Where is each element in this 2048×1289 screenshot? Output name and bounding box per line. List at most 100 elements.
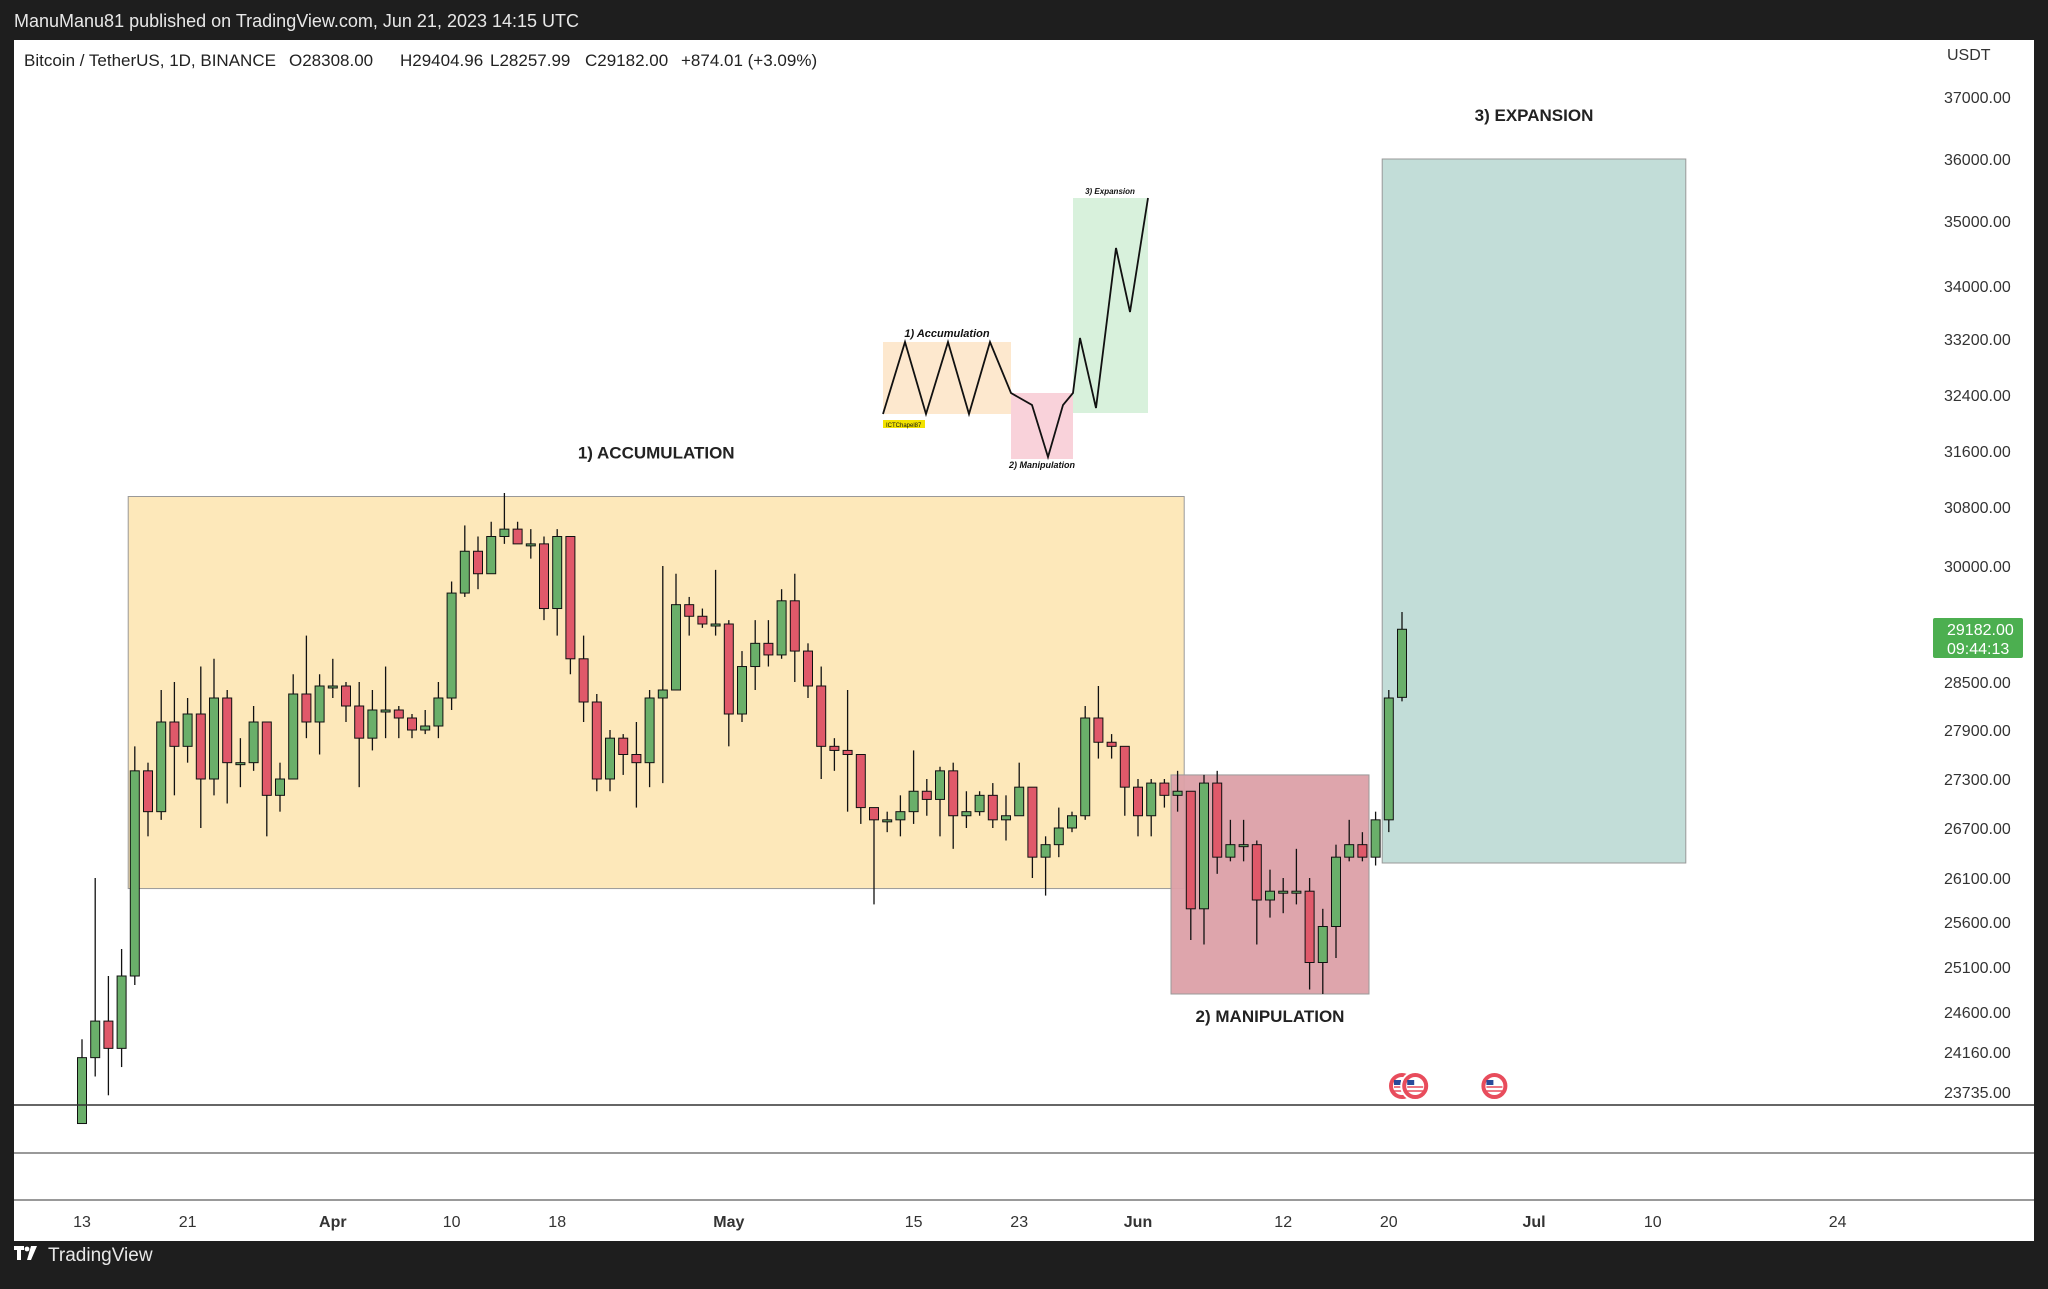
price-axis[interactable]: 37000.00 36000.00 35000.00 34000.00 33200.00… <box>1944 90 2011 1102</box>
candle <box>301 635 312 739</box>
candle <box>275 762 285 812</box>
candle-body <box>90 1020 101 1059</box>
candle-body <box>1027 786 1038 858</box>
price-tick-label: 26700.00 <box>1944 821 2011 838</box>
candle-body <box>671 604 681 691</box>
candle-body <box>697 615 708 625</box>
zone-label-accumulation: 1) ACCUMULATION <box>578 444 735 463</box>
candle-body <box>182 713 193 747</box>
candle <box>737 651 747 722</box>
candle <box>671 573 681 691</box>
candle-body <box>855 754 866 809</box>
symbol-name: Bitcoin / TetherUS, 1D, BINANCE <box>24 51 276 70</box>
candle <box>327 658 338 698</box>
candle <box>869 807 879 905</box>
price-tick-label: 27900.00 <box>1944 723 2011 740</box>
candle-body <box>935 770 945 800</box>
candle <box>420 710 431 735</box>
candle <box>314 674 325 755</box>
candle <box>552 529 563 636</box>
candle-body <box>407 717 417 731</box>
price-tick-label: 28500.00 <box>1944 675 2011 692</box>
candle-body <box>420 725 431 731</box>
candle <box>512 521 523 545</box>
price-tick-label: 30000.00 <box>1944 559 2011 576</box>
candle-body <box>1278 890 1289 894</box>
candle-body <box>459 550 470 594</box>
candle-body <box>948 770 959 817</box>
candle <box>789 573 800 682</box>
price-tick-label: 37000.00 <box>1944 90 2011 107</box>
candle-body <box>842 749 853 756</box>
candle <box>261 721 272 837</box>
candle-body <box>974 794 985 813</box>
candle-body <box>195 713 206 780</box>
time-tick-label: 24 <box>1829 1214 1847 1231</box>
time-tick-label: 10 <box>443 1214 461 1231</box>
candle-body <box>1185 790 1196 910</box>
candle-body <box>209 697 219 780</box>
chart-area[interactable]: 1) ACCUMULATION 2) MANIPULATION 3) EXPANSI… <box>0 0 2048 1241</box>
candle-body <box>143 770 153 813</box>
candle <box>1383 690 1394 833</box>
candle <box>1251 840 1262 945</box>
zone-label-manipulation: 2) MANIPULATION <box>1196 1007 1345 1026</box>
price-tick-label: 34000.00 <box>1944 279 2011 296</box>
candle <box>129 746 140 985</box>
candle <box>1093 686 1104 759</box>
candle-body <box>129 770 140 977</box>
time-tick-label: May <box>713 1214 744 1231</box>
candle <box>1278 878 1289 914</box>
candle <box>182 698 193 763</box>
tradingview-logo-icon <box>14 1245 40 1267</box>
schematic-accumulation-box <box>883 342 1011 414</box>
schematic-tag-bg <box>883 420 925 428</box>
candle <box>143 762 153 837</box>
candle <box>473 536 483 590</box>
candle-body <box>829 745 840 751</box>
candle <box>380 666 391 739</box>
price-tick-label: 35000.00 <box>1944 214 2011 231</box>
candle-body <box>657 689 668 699</box>
brand[interactable]: TradingView <box>14 1245 153 1267</box>
candle-body <box>565 536 576 660</box>
time-axis[interactable]: 13 21 Apr 10 18 May 15 23 Jun 12 20 Jul 10 24 <box>73 1214 1846 1231</box>
candle-body <box>314 685 325 723</box>
candle-body <box>1291 890 1302 894</box>
candle <box>1185 790 1196 940</box>
candle-body <box>156 721 167 813</box>
candle-body <box>1317 926 1328 963</box>
candle <box>763 620 774 667</box>
time-tick-label: Apr <box>319 1214 347 1231</box>
candle-body <box>737 666 747 715</box>
price-tick-label: 26100.00 <box>1944 871 2011 888</box>
time-tick-label: 23 <box>1010 1214 1028 1231</box>
us-flag-icon[interactable] <box>1479 1071 1510 1101</box>
flag-canton <box>1407 1080 1415 1085</box>
candle <box>987 783 998 828</box>
candle-body <box>816 685 827 747</box>
candle-body <box>393 709 404 719</box>
candle-body <box>1238 844 1249 848</box>
candle <box>1225 819 1236 862</box>
schematic-label-expansion: 3) Expansion <box>1085 187 1135 196</box>
candle-body <box>77 1057 87 1125</box>
candle <box>235 738 246 788</box>
candle <box>1133 779 1143 837</box>
candle <box>354 682 365 788</box>
time-tick-label: 20 <box>1380 1214 1398 1231</box>
candle-body <box>987 794 998 821</box>
candle <box>90 878 101 1077</box>
candle <box>697 608 708 628</box>
candle-body <box>578 658 589 703</box>
us-flag-icon[interactable] <box>1400 1071 1431 1101</box>
candle-body <box>1014 786 1025 817</box>
brand-name: TradingView <box>48 1245 153 1266</box>
candle <box>1357 832 1368 862</box>
candle <box>222 690 233 804</box>
candle <box>393 706 404 739</box>
candle-body <box>473 550 483 575</box>
time-tick-label: Jul <box>1522 1214 1545 1231</box>
ohlc-open: O28308.00 <box>289 51 373 70</box>
candle-body <box>1172 790 1183 796</box>
